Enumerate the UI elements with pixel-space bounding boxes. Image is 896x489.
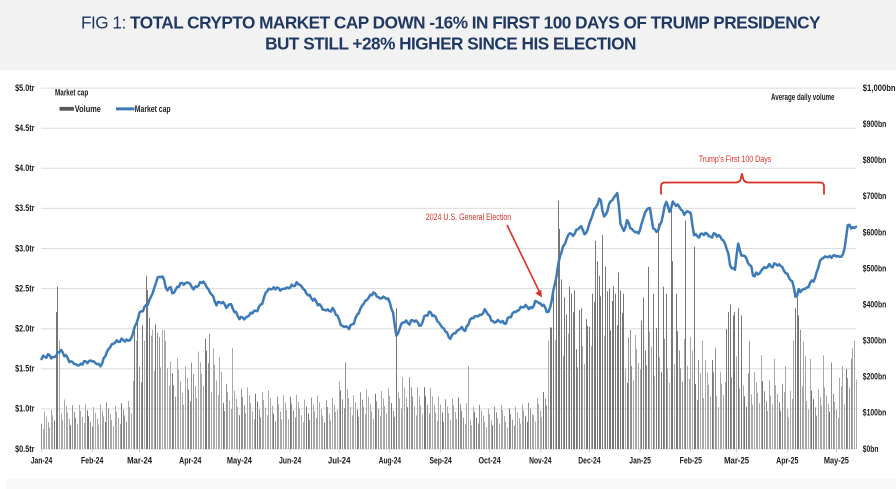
svg-text:$300bn: $300bn [863,336,887,346]
svg-text:Dec-24: Dec-24 [578,456,600,466]
svg-text:Jan-24: Jan-24 [31,456,53,466]
svg-text:Jul-24: Jul-24 [328,456,351,466]
svg-text:Jan-25: Jan-25 [629,456,651,466]
svg-text:Mar-25: Mar-25 [724,456,749,466]
svg-text:Feb-24: Feb-24 [81,456,103,466]
svg-text:Oct-24: Oct-24 [478,456,500,466]
svg-text:$3.5tr: $3.5tr [15,203,35,213]
svg-text:Market cap: Market cap [135,104,171,114]
svg-text:$800bn: $800bn [863,155,887,165]
svg-text:$700bn: $700bn [863,191,887,201]
svg-text:Trump's First 100 Days: Trump's First 100 Days [699,154,772,164]
svg-text:May-25: May-25 [824,456,849,466]
svg-text:Market cap: Market cap [55,87,89,97]
svg-text:FIG 1: TOTAL CRYPTO MARKET CAP: FIG 1: TOTAL CRYPTO MARKET CAP DOWN -16%… [81,13,821,33]
svg-text:Feb-25: Feb-25 [680,456,702,466]
svg-text:BUT STILL +28% HIGHER SINCE HI: BUT STILL +28% HIGHER SINCE HIS ELECTION [265,34,636,54]
svg-text:Average daily volume: Average daily volume [771,92,835,102]
svg-text:$200bn: $200bn [863,372,887,382]
svg-text:Sep-24: Sep-24 [429,456,451,466]
svg-text:$1,000bn: $1,000bn [863,83,896,93]
svg-text:$4.5tr: $4.5tr [15,123,35,133]
svg-text:$100bn: $100bn [863,408,887,418]
svg-text:May-24: May-24 [227,456,252,466]
svg-text:Apr-25: Apr-25 [776,456,798,466]
svg-text:Mar-24: Mar-24 [127,456,152,466]
svg-text:$0bn: $0bn [863,444,879,454]
svg-text:Volume: Volume [75,104,101,114]
svg-text:$500bn: $500bn [863,263,887,273]
svg-text:$600bn: $600bn [863,227,887,237]
svg-text:$1.0tr: $1.0tr [15,404,35,414]
svg-text:Jun-24: Jun-24 [279,456,301,466]
svg-text:$400bn: $400bn [863,299,887,309]
svg-text:2024 U.S. General Election: 2024 U.S. General Election [426,212,511,222]
svg-text:Apr-24: Apr-24 [179,456,201,466]
svg-text:$900bn: $900bn [863,119,887,129]
svg-text:Aug-24: Aug-24 [379,456,401,466]
svg-text:$2.5tr: $2.5tr [15,283,35,293]
svg-text:$2.0tr: $2.0tr [15,324,35,334]
svg-text:$5.0tr: $5.0tr [15,83,35,93]
svg-text:$1.5tr: $1.5tr [15,364,35,374]
svg-text:$0.5tr: $0.5tr [15,444,35,454]
svg-text:Nov-24: Nov-24 [529,456,551,466]
svg-text:$3.0tr: $3.0tr [15,243,35,253]
svg-text:$4.0tr: $4.0tr [15,163,35,173]
